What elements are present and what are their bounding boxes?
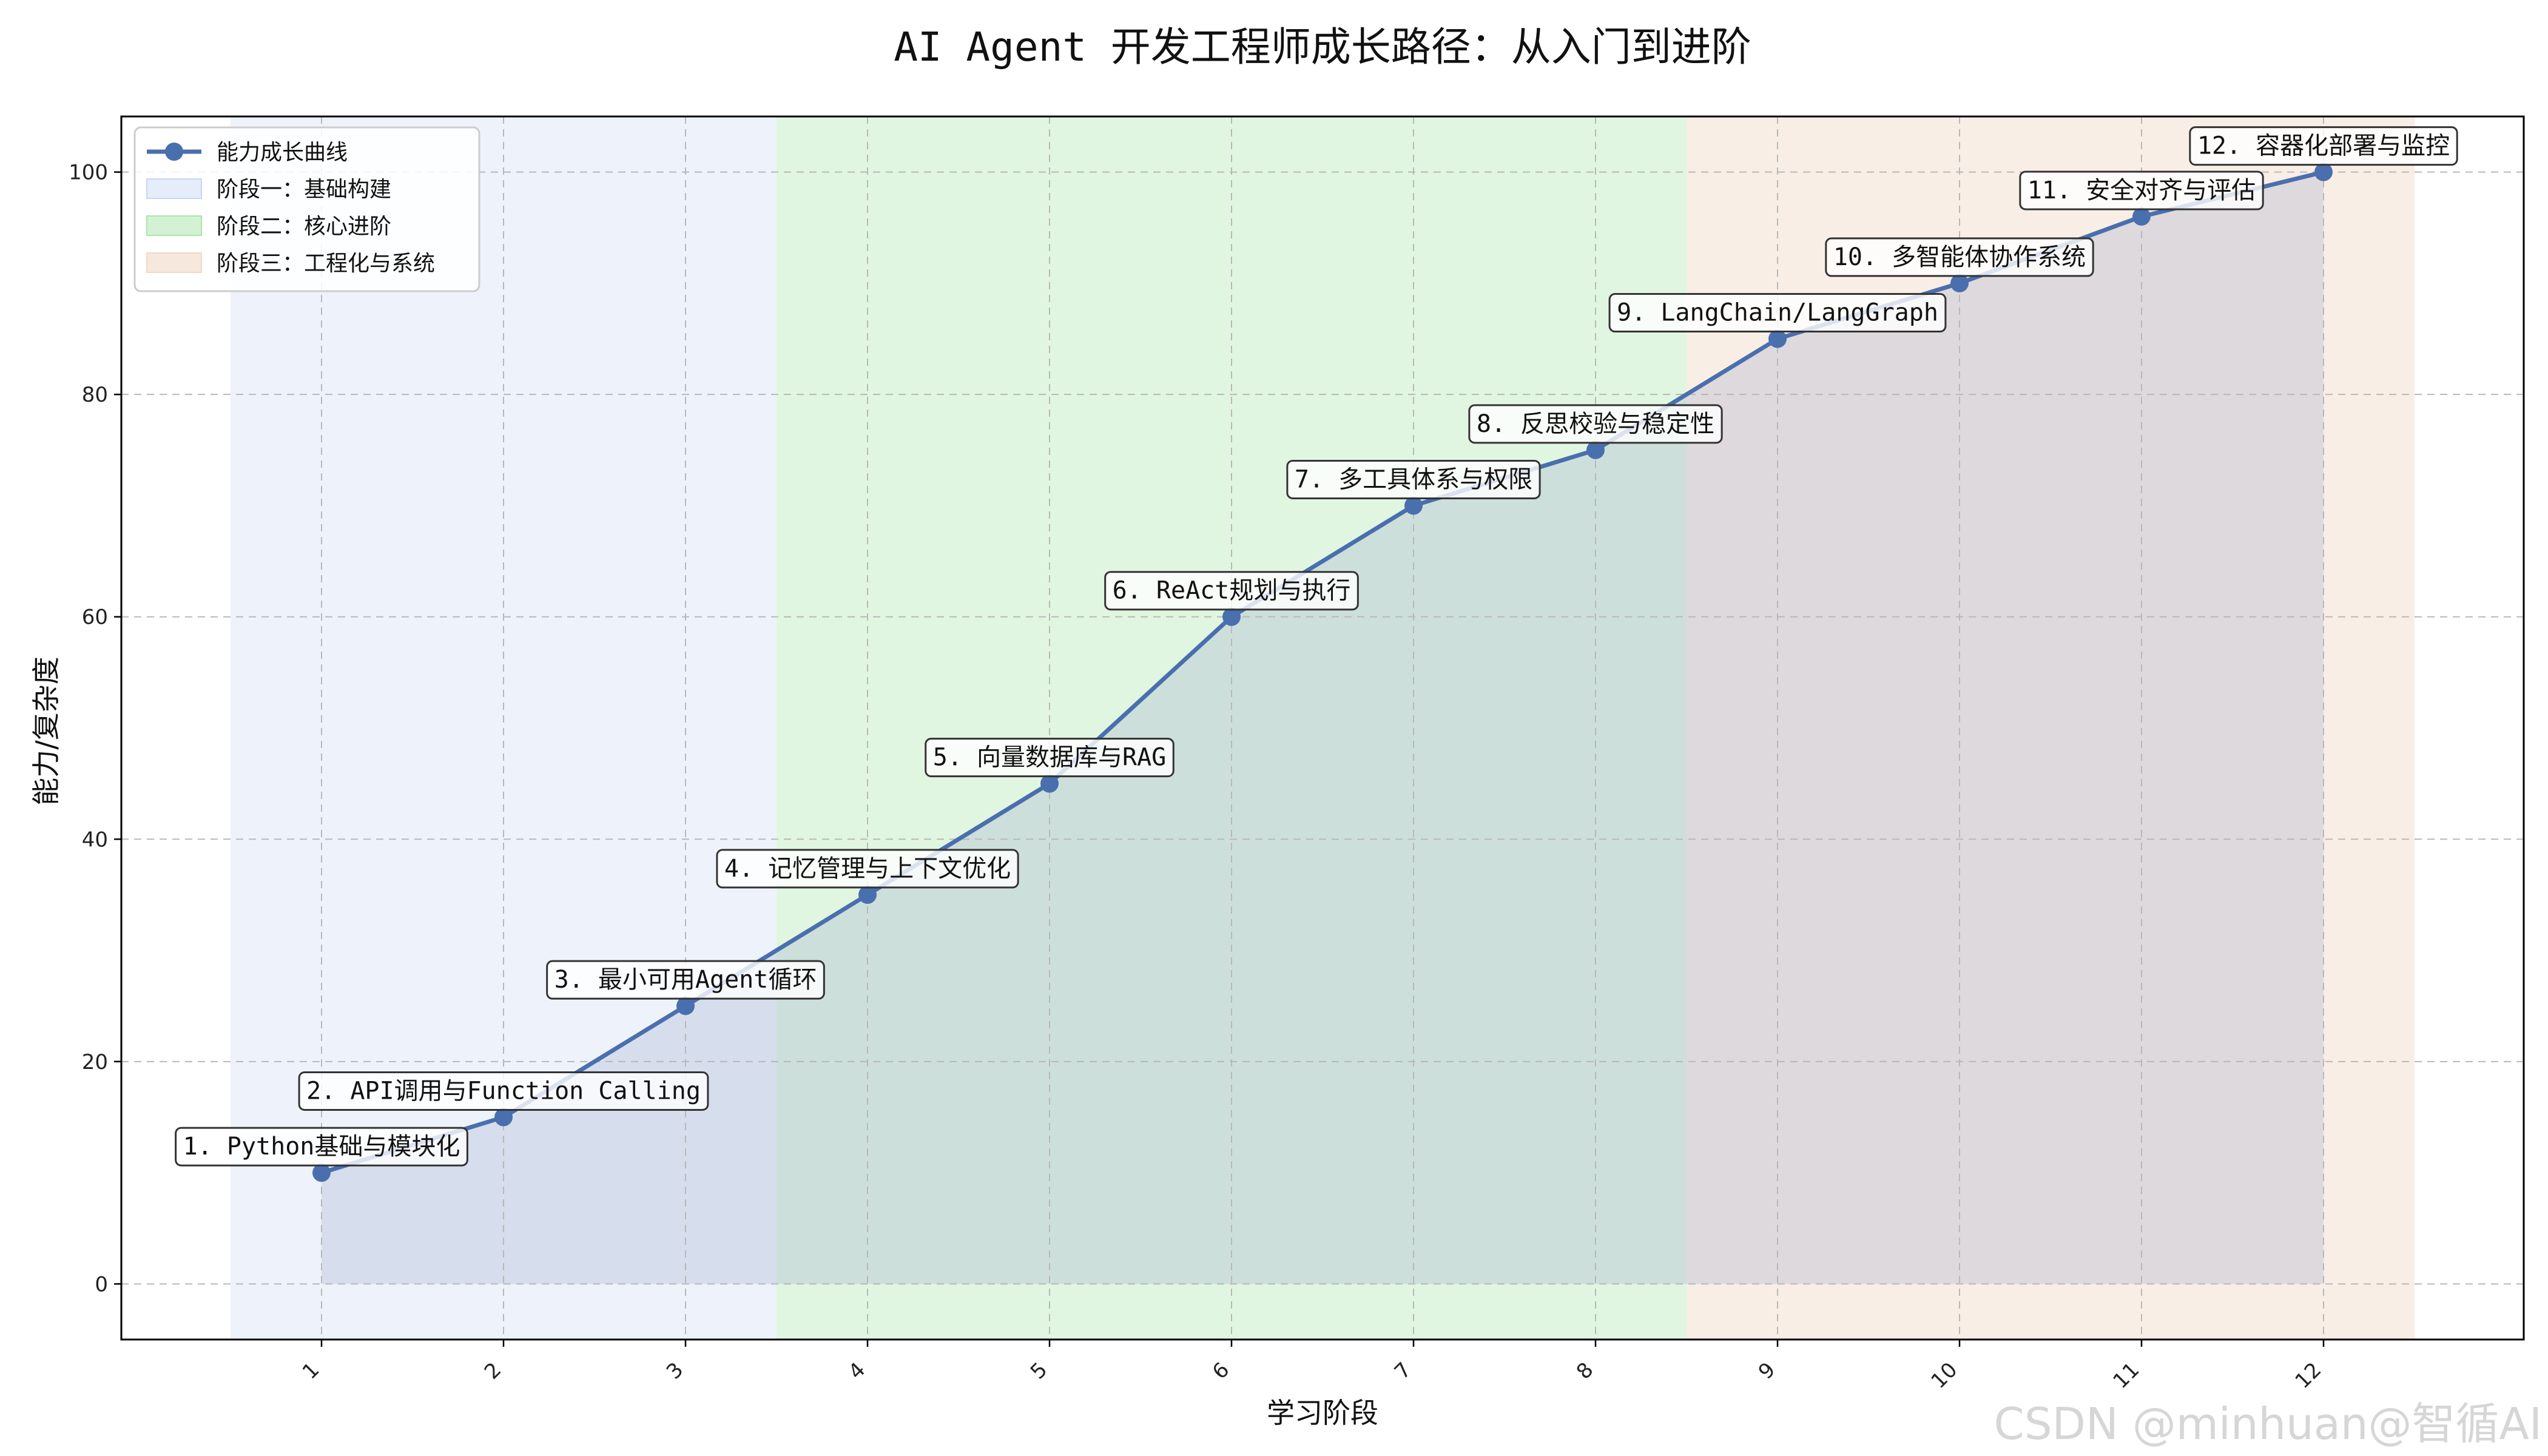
data-point <box>1950 274 1969 292</box>
x-tick-label: 6 <box>1208 1358 1235 1384</box>
legend-patch-swatch <box>146 178 202 199</box>
x-tick-label: 8 <box>1572 1358 1599 1384</box>
x-tick-label: 5 <box>1026 1358 1053 1384</box>
data-point <box>1404 496 1423 515</box>
data-point <box>2132 207 2151 226</box>
x-tick-label: 12 <box>2290 1358 2326 1394</box>
y-axis-title: 能力/复杂度 <box>30 656 62 806</box>
annotation-box <box>2189 126 2458 166</box>
annotation-label: 7. 多工具体系与权限 <box>1295 465 1532 493</box>
x-tick-label: 1 <box>298 1358 325 1384</box>
annotation-box <box>2019 170 2264 211</box>
chart-title: AI Agent 开发工程师成长路径：从入门到进阶 <box>894 24 1751 70</box>
y-tick-label: 20 <box>82 1050 108 1074</box>
data-point <box>2314 163 2333 181</box>
x-tick-label: 4 <box>844 1358 871 1384</box>
data-point <box>312 1164 331 1182</box>
legend-patch-swatch <box>146 215 202 236</box>
annotation-6: 6. ReAct规划与执行 <box>1104 571 1359 611</box>
y-tick-label: 60 <box>82 605 108 630</box>
y-tick-label: 0 <box>95 1272 108 1296</box>
data-point <box>1222 607 1241 626</box>
annotation-2: 2. API调用与Function Calling <box>298 1071 709 1111</box>
annotation-box <box>925 738 1175 778</box>
y-tick-label: 100 <box>69 161 108 185</box>
x-tick-label: 7 <box>1390 1358 1417 1384</box>
annotation-label: 8. 反思校验与稳定性 <box>1477 410 1714 438</box>
annotation-9: 9. LangChain/LangGraph <box>1608 293 1947 333</box>
annotation-label: 12. 容器化部署与监控 <box>2197 132 2450 160</box>
annotation-box <box>298 1071 709 1111</box>
annotation-10: 10. 多智能体协作系统 <box>1825 237 2094 277</box>
x-tick-label: 11 <box>2108 1358 2144 1394</box>
annotation-box <box>1286 459 1541 499</box>
area-fill <box>322 172 2324 1284</box>
data-point <box>676 997 695 1016</box>
annotation-label: 4. 记忆管理与上下文优化 <box>724 855 1011 883</box>
annotation-label: 3. 最小可用Agent循环 <box>554 966 817 994</box>
annotation-box <box>175 1127 468 1167</box>
watermark: CSDN @minhuan@智循AI <box>1994 1398 2542 1449</box>
x-tick-label: 10 <box>1926 1358 1962 1394</box>
legend-box <box>133 126 480 292</box>
annotation-1: 1. Python基础与模块化 <box>175 1127 468 1167</box>
data-point <box>1040 774 1059 793</box>
annotation-box <box>716 849 1019 889</box>
y-tick-label: 40 <box>82 827 108 852</box>
annotation-label: 5. 向量数据库与RAG <box>933 744 1167 772</box>
annotation-5: 5. 向量数据库与RAG <box>925 738 1175 778</box>
data-point <box>494 1108 513 1127</box>
annotation-box <box>546 960 825 1000</box>
data-point <box>1586 440 1605 459</box>
annotation-label: 1. Python基础与模块化 <box>183 1133 460 1161</box>
data-point <box>1768 329 1787 348</box>
x-tick-label: 2 <box>480 1358 507 1384</box>
annotation-label: 2. API调用与Function Calling <box>306 1077 701 1105</box>
annotation-8: 8. 反思校验与稳定性 <box>1468 404 1723 444</box>
legend-entry-label: 阶段三：工程化与系统 <box>217 251 435 276</box>
annotation-label: 11. 安全对齐与评估 <box>2027 177 2256 204</box>
annotation-label: 9. LangChain/LangGraph <box>1617 299 1938 327</box>
annotation-label: 10. 多智能体协作系统 <box>1833 243 2086 271</box>
y-tick-label: 80 <box>82 383 108 407</box>
annotation-4: 4. 记忆管理与上下文优化 <box>716 849 1019 889</box>
legend-entry-label: 阶段一：基础构建 <box>217 177 391 202</box>
annotation-label: 6. ReAct规划与执行 <box>1113 577 1351 605</box>
plot-frame <box>120 115 2525 1341</box>
annotation-7: 7. 多工具体系与权限 <box>1286 459 1541 499</box>
x-tick-label: 3 <box>662 1358 689 1384</box>
x-axis-title: 学习阶段 <box>1267 1397 1378 1429</box>
legend-patch-swatch <box>146 252 202 273</box>
annotation-3: 3. 最小可用Agent循环 <box>546 960 825 1000</box>
area-under-curve <box>322 172 2324 1284</box>
annotation-11: 11. 安全对齐与评估 <box>2019 170 2264 211</box>
annotation-box <box>1468 404 1723 444</box>
annotation-12: 12. 容器化部署与监控 <box>2189 126 2458 166</box>
legend-entry-label: 阶段二：核心进阶 <box>217 214 391 239</box>
annotation-box <box>1104 571 1359 611</box>
annotation-layer: 1. Python基础与模块化 2. API调用与Function Calling… <box>175 126 2458 1167</box>
data-point <box>858 885 877 904</box>
legend-entry-label: 能力成长曲线 <box>217 140 348 165</box>
annotation-box <box>1608 293 1947 333</box>
legend-marker <box>165 143 183 161</box>
annotation-box <box>1825 237 2094 277</box>
x-tick-label: 9 <box>1754 1358 1781 1384</box>
